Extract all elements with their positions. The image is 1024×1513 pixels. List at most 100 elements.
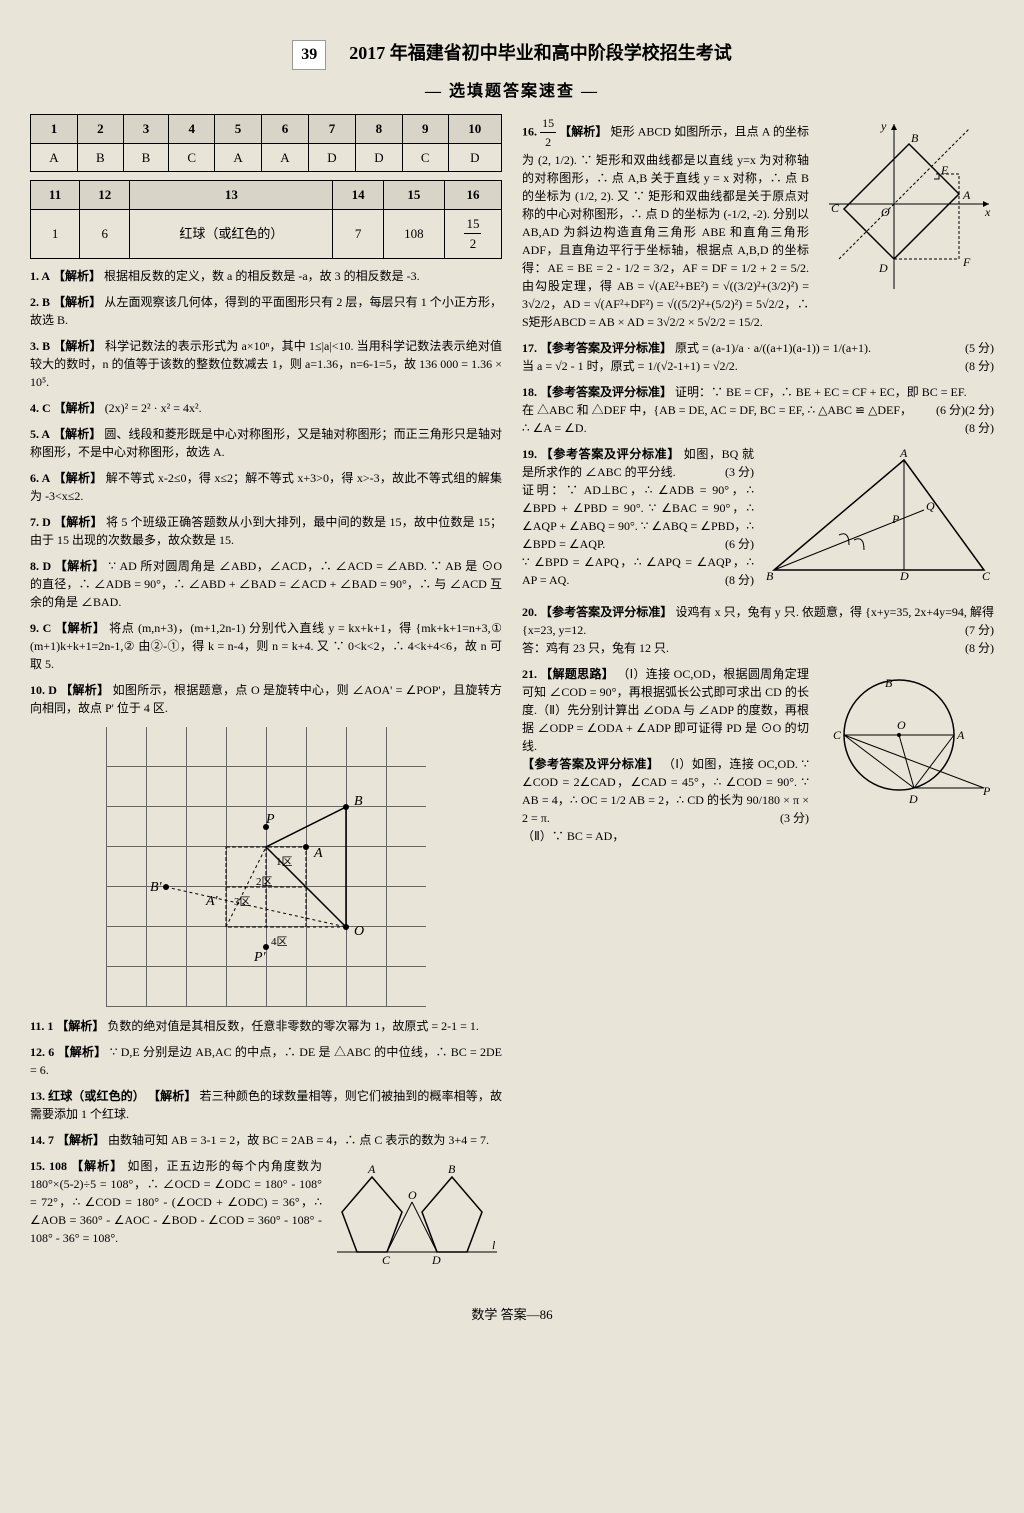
svg-text:B: B (448, 1162, 456, 1176)
solution-13: 13. 红球（或红色的） 【解析】 若三种颜色的球数量相等，则它们被抽到的概率相… (30, 1087, 502, 1123)
svg-text:D: D (878, 261, 888, 275)
svg-text:A: A (367, 1162, 376, 1176)
solution-4: 4. C 【解析】 (2x)² = 2² · x² = 4x². (30, 399, 502, 417)
table-cell: A (262, 143, 309, 172)
table-cell: B (123, 143, 169, 172)
svg-text:B': B' (150, 880, 163, 895)
svg-text:1区: 1区 (276, 856, 293, 868)
solution-10: 10. D 【解析】 如图所示，根据题意，点 O 是旋转中心，则 ∠AOA' =… (30, 681, 502, 717)
table-header: 3 (123, 115, 169, 144)
svg-text:A: A (313, 846, 323, 861)
table-header: 11 (31, 181, 80, 210)
svg-text:B: B (911, 131, 919, 145)
svg-text:C: C (831, 201, 840, 215)
table-header: 9 (402, 115, 448, 144)
page-number: 39 (292, 40, 326, 70)
svg-text:3区: 3区 (234, 896, 251, 908)
solution-1: 1. A 【解析】 根据相反数的定义，数 a 的相反数是 -a，故 3 的相反数… (30, 267, 502, 285)
table-header: 2 (77, 115, 123, 144)
pentagon-figure: A B O C D l (332, 1157, 502, 1272)
solution-15: A B O C D l 15. 108 【解析】 如图，正五边形的每个内角度数为… (30, 1157, 502, 1277)
svg-text:B: B (766, 569, 774, 583)
triangle-bisector-figure: A B C D P Q (764, 445, 994, 590)
svg-text:A: A (956, 728, 965, 742)
table-cell: 1 (31, 209, 80, 258)
page-footer: 数学 答案—86 (30, 1305, 994, 1325)
svg-text:D: D (899, 569, 909, 583)
svg-text:l: l (492, 1238, 496, 1252)
table-header: 1 (31, 115, 78, 144)
svg-text:P: P (891, 512, 900, 526)
svg-text:2区: 2区 (256, 876, 273, 888)
svg-text:P: P (265, 812, 275, 827)
table-header: 12 (80, 181, 130, 210)
svg-text:C: C (382, 1253, 391, 1267)
svg-text:O: O (897, 718, 906, 732)
svg-text:D: D (908, 792, 918, 806)
subtitle: — 选填题答案速查 — (30, 80, 994, 104)
svg-text:A: A (962, 188, 971, 202)
table-header: 13 (130, 181, 333, 210)
table-header: 5 (215, 115, 262, 144)
table-header: 16 (444, 181, 501, 210)
solution-14: 14. 7 【解析】 由数轴可知 AB = 3-1 = 2，故 BC = 2AB… (30, 1131, 502, 1149)
solution-18: 18. 【参考答案及评分标准】 证明：∵ BE = CF，∴ BE + EC =… (522, 383, 994, 437)
svg-text:O: O (881, 205, 890, 219)
solution-9: 9. C 【解析】 将点 (m,n+3)，(m+1,2n-1) 分别代入直线 y… (30, 619, 502, 673)
svg-text:C: C (982, 569, 991, 583)
svg-text:E: E (940, 163, 949, 177)
table-cell: B (77, 143, 123, 172)
answer-table-2: 11 12 13 14 15 16 1 6 红球（或红色的） 7 108 152 (30, 180, 502, 259)
svg-text:O: O (354, 924, 364, 939)
table-cell: C (169, 143, 215, 172)
svg-text:A: A (899, 446, 908, 460)
svg-text:P': P' (253, 950, 267, 965)
table-cell: 152 (444, 209, 501, 258)
table-cell: D (448, 143, 501, 172)
table-cell: A (215, 143, 262, 172)
solution-17: 17. 【参考答案及评分标准】 原式 = (a-1)/a · a/((a+1)(… (522, 339, 994, 375)
table-header: 8 (355, 115, 402, 144)
table-header: 10 (448, 115, 501, 144)
solution-21: C A O B D P 21. 【解题思路】 （Ⅰ）连接 OC,OD，根据圆周角… (522, 665, 994, 845)
svg-text:O: O (408, 1188, 417, 1202)
svg-text:P: P (982, 784, 991, 798)
solution-3: 3. B 【解析】 科学记数法的表示形式为 a×10ⁿ，其中 1≤|a|<10.… (30, 337, 502, 391)
svg-text:C: C (833, 728, 842, 742)
table-header: 7 (308, 115, 355, 144)
svg-text:B: B (885, 676, 893, 690)
table-cell: 108 (383, 209, 444, 258)
solution-19: A B C D P Q 19. 【参考答案及评分标准】 如图，BQ 就是所求作的… (522, 445, 994, 595)
table-cell: 7 (333, 209, 383, 258)
solution-5: 5. A 【解析】 圆、线段和菱形既是中心对称图形，又是轴对称图形；而正三角形只… (30, 425, 502, 461)
svg-text:y: y (880, 119, 887, 133)
svg-text:B: B (354, 794, 363, 809)
answer-table-1: 1 2 3 4 5 6 7 8 9 10 A B B C A A D D C (30, 114, 502, 172)
svg-text:4区: 4区 (271, 936, 288, 948)
solution-8: 8. D 【解析】 ∵ AD 所对圆周角是 ∠ABD，∠ACD，∴ ∠ACD =… (30, 557, 502, 611)
table-cell: 红球（或红色的） (130, 209, 333, 258)
diamond-coord-figure: A B C D E F O x y (819, 114, 994, 299)
solution-6: 6. A 【解析】 解不等式 x-2≤0，得 x≤2；解不等式 x+3>0，得 … (30, 469, 502, 505)
svg-text:x: x (984, 205, 991, 219)
svg-text:F: F (962, 255, 971, 269)
table-header: 14 (333, 181, 383, 210)
svg-text:A': A' (205, 894, 219, 909)
table-header: 6 (262, 115, 309, 144)
svg-text:Q: Q (926, 499, 935, 513)
table-cell: C (402, 143, 448, 172)
exam-title: 2017 年福建省初中毕业和高中阶段学校招生考试 (349, 40, 732, 67)
table-cell: 6 (80, 209, 130, 258)
table-cell: D (308, 143, 355, 172)
solution-7: 7. D 【解析】 将 5 个班级正确答题数从小到大排列，最中间的数是 15，故… (30, 513, 502, 549)
svg-text:D: D (431, 1253, 441, 1267)
table-header: 15 (383, 181, 444, 210)
solution-11: 11. 1 【解析】 负数的绝对值是其相反数，任意非零数的零次幂为 1，故原式 … (30, 1017, 502, 1035)
circle-figure: C A O B D P (819, 665, 994, 820)
solution-2: 2. B 【解析】 从左面观察该几何体，得到的平面图形只有 2 层，每层只有 1… (30, 293, 502, 329)
table-cell: D (355, 143, 402, 172)
rotation-grid-figure: O B A P B' P' A' 1区 2区 3区 4区 (106, 727, 426, 1007)
solution-12: 12. 6 【解析】 ∵ D,E 分别是边 AB,AC 的中点，∴ DE 是 △… (30, 1043, 502, 1079)
table-header: 4 (169, 115, 215, 144)
solution-16: A B C D E F O x y 16. 152 【解析】 矩形 ABCD 如… (522, 114, 994, 331)
